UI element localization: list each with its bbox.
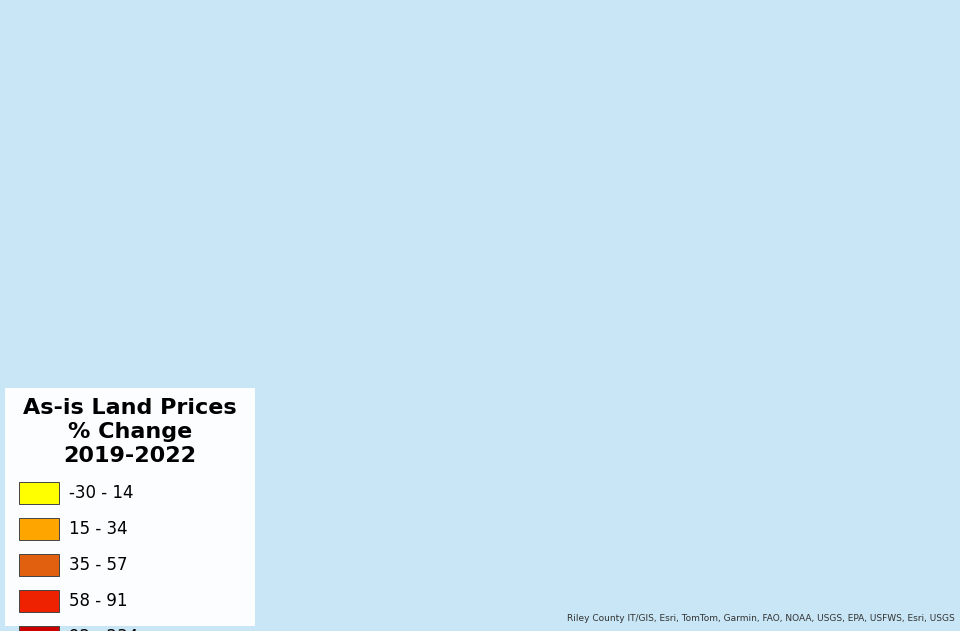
Text: 15 - 34: 15 - 34: [69, 520, 128, 538]
Text: Riley County IT/GIS, Esri, TomTom, Garmin, FAO, NOAA, USGS, EPA, USFWS, Esri, US: Riley County IT/GIS, Esri, TomTom, Garmi…: [567, 614, 955, 623]
Text: 92 - 234: 92 - 234: [69, 628, 138, 631]
Bar: [19, 554, 59, 576]
Text: 58 - 91: 58 - 91: [69, 592, 128, 610]
Bar: [19, 482, 59, 504]
Bar: [19, 590, 59, 612]
Text: -30 - 14: -30 - 14: [69, 484, 133, 502]
Text: 35 - 57: 35 - 57: [69, 556, 128, 574]
Text: As-is Land Prices
% Change
2019-2022: As-is Land Prices % Change 2019-2022: [23, 398, 237, 466]
FancyBboxPatch shape: [5, 388, 255, 626]
Bar: [19, 626, 59, 631]
Bar: [19, 518, 59, 540]
